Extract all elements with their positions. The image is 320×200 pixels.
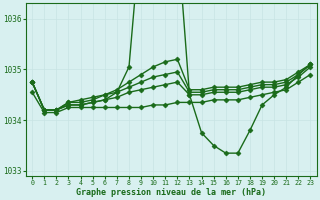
X-axis label: Graphe pression niveau de la mer (hPa): Graphe pression niveau de la mer (hPa): [76, 188, 266, 197]
